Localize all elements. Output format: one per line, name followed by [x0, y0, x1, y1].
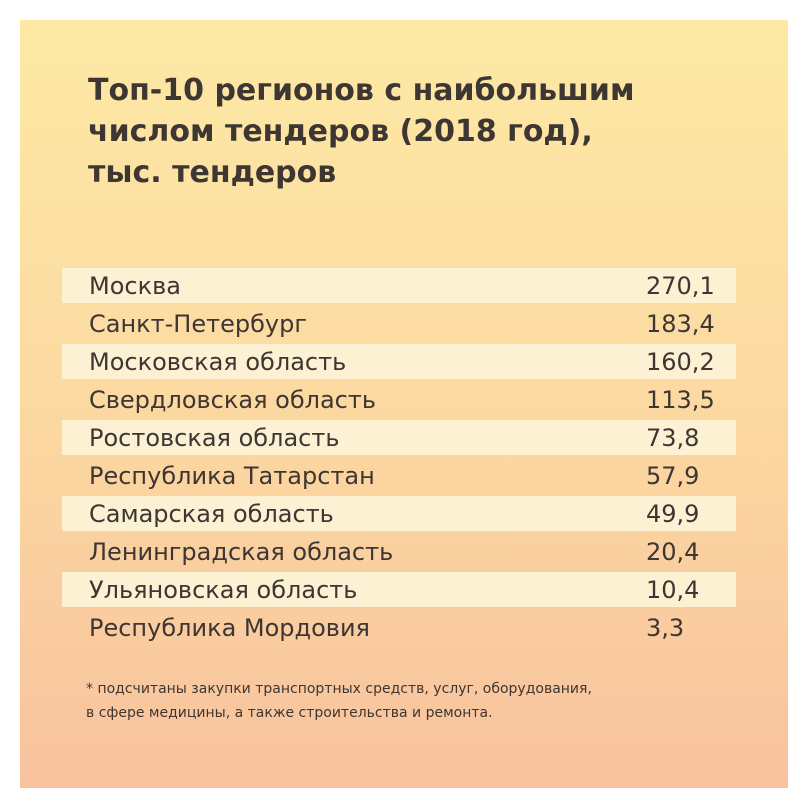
table-row: Свердловская область 113,5	[62, 381, 736, 419]
infographic-card: Топ-10 регионов с наибольшим числом тенд…	[20, 20, 788, 788]
table-row: Республика Мордовия 3,3	[62, 609, 736, 647]
region-name: Московская область	[89, 348, 347, 376]
region-name: Самарская область	[89, 500, 334, 528]
footnote-line: в сфере медицины, а также строительства …	[86, 705, 493, 721]
footnote: * подсчитаны закупки транспортных средст…	[86, 677, 746, 725]
region-name: Санкт-Петербург	[89, 310, 307, 338]
table-row: Ульяновская область 10,4	[62, 571, 736, 609]
footnote-line: * подсчитаны закупки транспортных средст…	[86, 681, 592, 697]
chart-title: Топ-10 регионов с наибольшим числом тенд…	[88, 70, 728, 193]
region-name: Республика Татарстан	[89, 462, 375, 490]
row-shade	[62, 344, 736, 379]
row-shade	[62, 572, 736, 607]
region-name: Ленинградская область	[89, 538, 394, 566]
row-shade	[62, 268, 736, 303]
regions-table: Москва 270,1 Санкт-Петербург 183,4 Московска…	[62, 267, 736, 647]
tender-count: 49,9	[646, 500, 700, 528]
tender-count: 113,5	[646, 386, 715, 414]
table-row: Республика Татарстан 57,9	[62, 457, 736, 495]
region-name: Ульяновская область	[89, 576, 358, 604]
tender-count: 10,4	[646, 576, 700, 604]
title-line: тыс. тендеров	[88, 155, 337, 190]
table-row: Москва 270,1	[62, 267, 736, 305]
row-shade	[62, 496, 736, 531]
region-name: Ростовская область	[89, 424, 340, 452]
tender-count: 73,8	[646, 424, 700, 452]
table-row: Ростовская область 73,8	[62, 419, 736, 457]
title-line: Топ-10 регионов с наибольшим	[88, 73, 635, 108]
tender-count: 270,1	[646, 272, 715, 300]
row-shade	[62, 420, 736, 455]
table-row: Московская область 160,2	[62, 343, 736, 381]
region-name: Москва	[89, 272, 181, 300]
tender-count: 160,2	[646, 348, 715, 376]
tender-count: 183,4	[646, 310, 715, 338]
region-name: Свердловская область	[89, 386, 376, 414]
region-name: Республика Мордовия	[89, 614, 370, 642]
tender-count: 57,9	[646, 462, 700, 490]
table-row: Самарская область 49,9	[62, 495, 736, 533]
tender-count: 20,4	[646, 538, 700, 566]
table-row: Санкт-Петербург 183,4	[62, 305, 736, 343]
tender-count: 3,3	[646, 614, 685, 642]
title-line: числом тендеров (2018 год),	[88, 114, 593, 149]
table-row: Ленинградская область 20,4	[62, 533, 736, 571]
